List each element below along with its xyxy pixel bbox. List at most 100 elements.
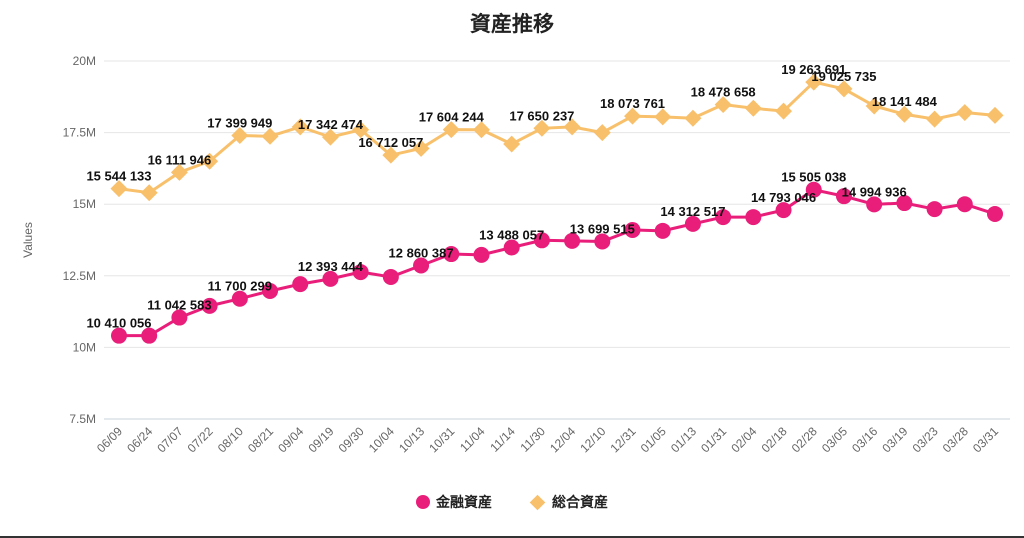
data-point <box>926 110 944 128</box>
x-tick-label: 10/31 <box>426 424 457 455</box>
x-tick-label: 01/05 <box>638 424 669 455</box>
data-point <box>201 152 219 170</box>
y-tick-label: 17.5M <box>63 126 96 140</box>
data-label: 19 025 735 <box>811 69 876 84</box>
data-point <box>473 246 490 263</box>
data-point <box>503 135 521 153</box>
data-label: 18 073 761 <box>600 96 665 111</box>
data-point <box>413 257 430 274</box>
data-point <box>835 80 853 98</box>
data-point <box>684 109 702 127</box>
data-point <box>956 196 973 213</box>
chart-title: 資産推移 <box>470 12 554 36</box>
data-label: 14 994 936 <box>842 184 907 199</box>
y-tick-label: 12.5M <box>63 269 96 283</box>
data-label: 13 699 515 <box>570 221 635 236</box>
data-label: 16 111 946 <box>148 152 212 167</box>
x-tick-label: 10/04 <box>366 424 397 455</box>
data-point <box>382 146 400 164</box>
legend-item-total[interactable]: 総合資産 <box>529 492 608 512</box>
data-point <box>956 104 974 122</box>
x-tick-label: 02/04 <box>728 424 759 455</box>
x-tick-label: 02/28 <box>789 424 820 455</box>
x-tick-label: 08/10 <box>215 424 246 455</box>
legend-label: 金融資産 <box>436 495 492 511</box>
data-point <box>745 209 762 226</box>
data-point <box>926 201 943 218</box>
data-label: 12 393 444 <box>298 259 364 274</box>
data-point <box>865 97 883 115</box>
data-point <box>594 233 611 250</box>
data-point <box>171 309 188 326</box>
x-tick-label: 12/04 <box>547 424 578 455</box>
data-point <box>231 290 248 307</box>
data-point <box>564 232 581 249</box>
data-point <box>443 246 460 263</box>
data-point <box>262 282 279 299</box>
data-label: 13 488 057 <box>479 228 544 243</box>
data-label: 16 712 057 <box>358 135 423 150</box>
data-point <box>201 297 218 314</box>
data-label: 17 650 237 <box>509 108 574 123</box>
data-point <box>986 106 1004 124</box>
x-tick-label: 07/07 <box>154 424 185 455</box>
data-point <box>110 180 128 198</box>
data-point <box>987 205 1003 222</box>
data-point <box>654 108 672 126</box>
data-point <box>866 196 883 213</box>
data-point <box>805 181 822 198</box>
x-tick-label: 12/31 <box>608 424 639 455</box>
data-point <box>533 119 551 137</box>
x-tick-label: 03/16 <box>849 424 880 455</box>
x-tick-label: 03/05 <box>819 424 850 455</box>
data-point <box>442 121 460 139</box>
data-point <box>352 264 369 281</box>
series-line <box>118 80 996 195</box>
data-point <box>261 127 279 145</box>
x-tick-label: 06/09 <box>94 424 125 455</box>
data-point <box>896 195 913 212</box>
data-point <box>563 118 581 136</box>
data-point <box>503 239 520 256</box>
legend-label: 総合資産 <box>552 495 608 511</box>
x-tick-label: 08/21 <box>245 424 276 455</box>
data-label: 12 860 387 <box>389 245 454 260</box>
diamond-marker-icon <box>529 494 546 510</box>
data-point <box>111 327 127 344</box>
data-label: 11 042 583 <box>147 298 211 313</box>
data-point <box>593 124 611 142</box>
data-point <box>684 215 701 232</box>
data-point <box>624 221 641 238</box>
data-point <box>895 105 913 123</box>
data-label: 14 793 046 <box>751 190 816 205</box>
data-point <box>292 276 309 293</box>
x-tick-label: 11/04 <box>457 424 488 455</box>
series-line <box>118 188 996 338</box>
data-point <box>321 128 339 146</box>
data-label: 19 263 691 <box>781 62 846 77</box>
data-point <box>141 327 158 344</box>
x-tick-label: 11/30 <box>518 424 549 455</box>
data-point <box>654 222 671 239</box>
data-point <box>624 107 642 125</box>
data-label: 15 505 038 <box>781 170 846 185</box>
x-tick-label: 01/13 <box>668 424 699 455</box>
bottom-border <box>0 536 1024 538</box>
x-tick-label: 12/10 <box>577 424 608 455</box>
data-point <box>533 232 550 249</box>
legend-item-financial[interactable]: 金融資産 <box>416 492 492 512</box>
legend: 金融資産 総合資産 <box>0 492 1024 512</box>
x-tick-label: 06/24 <box>124 424 155 455</box>
x-tick-label: 03/23 <box>910 424 941 455</box>
data-point <box>835 188 852 205</box>
y-tick-label: 7.5M <box>69 412 96 426</box>
data-label: 11 700 299 <box>208 279 272 294</box>
x-tick-label: 11/14 <box>487 424 518 455</box>
data-point <box>412 139 430 157</box>
data-label: 10 410 056 <box>86 316 151 331</box>
data-label: 18 478 658 <box>691 85 756 100</box>
data-point <box>322 270 339 287</box>
data-point <box>231 126 249 144</box>
data-point <box>805 73 823 91</box>
